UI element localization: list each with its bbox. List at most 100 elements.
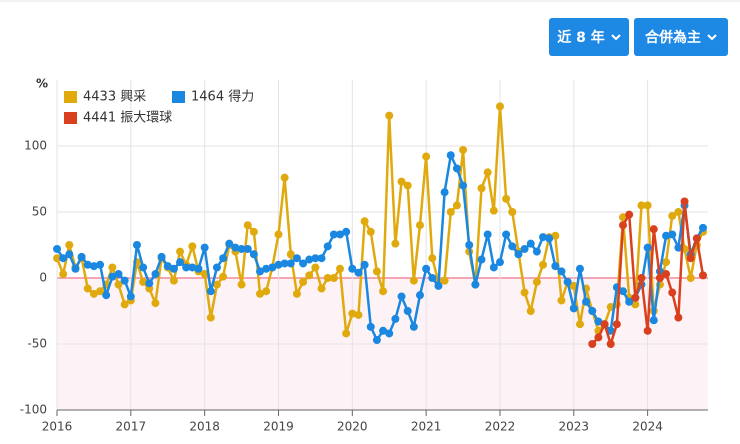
point (132, 241, 141, 249)
point (151, 270, 160, 279)
point (674, 313, 683, 322)
point (305, 271, 314, 280)
point (477, 184, 486, 193)
point (89, 262, 98, 271)
point (299, 277, 308, 286)
point (489, 206, 498, 215)
point (237, 244, 246, 253)
point (415, 291, 424, 300)
point (157, 252, 166, 261)
point (317, 284, 326, 293)
mode-button[interactable]: 合併為主 (634, 18, 728, 56)
point (428, 254, 437, 263)
point (674, 243, 683, 252)
point (452, 164, 461, 173)
point (225, 239, 234, 248)
point (120, 276, 129, 285)
series-line (55, 151, 705, 343)
legend-swatch (64, 112, 77, 124)
point (366, 227, 375, 236)
point (668, 230, 677, 239)
point (422, 152, 431, 161)
x-tick-label: 2018 (189, 420, 220, 434)
point (83, 260, 92, 269)
point (557, 267, 566, 276)
point (532, 277, 541, 286)
point (336, 230, 345, 239)
point (65, 250, 74, 259)
point (668, 288, 677, 297)
y-tick-label: 50 (32, 205, 47, 219)
point (655, 274, 664, 282)
point (286, 250, 295, 259)
point (342, 329, 351, 338)
point (292, 254, 301, 263)
point (329, 230, 338, 239)
point (594, 317, 603, 326)
point (692, 234, 701, 243)
point (139, 263, 148, 272)
chevron (707, 34, 717, 41)
point (428, 274, 437, 282)
point (256, 289, 265, 298)
point (200, 270, 209, 279)
legend-label: 4441 振大環球 (83, 111, 172, 126)
point (108, 272, 117, 281)
point (53, 244, 61, 253)
point (194, 264, 203, 273)
point (280, 259, 289, 268)
point (495, 102, 504, 111)
point (212, 280, 221, 289)
x-tick-label: 2023 (559, 420, 590, 434)
point (502, 194, 511, 203)
point (256, 267, 265, 276)
x-tick-label: 2016 (42, 420, 73, 434)
x-tick-label: 2017 (116, 420, 147, 434)
point (53, 254, 61, 263)
x-tick-label: 2020 (337, 420, 368, 434)
point (459, 181, 468, 190)
point (188, 263, 197, 272)
point (625, 210, 634, 219)
point (317, 254, 326, 263)
range-button[interactable]: 近 8 年 (549, 18, 629, 56)
point (96, 260, 105, 269)
point (631, 300, 640, 309)
point (169, 264, 178, 273)
point (336, 264, 345, 273)
point (637, 201, 646, 210)
point (686, 254, 695, 263)
point (231, 243, 240, 252)
point (532, 247, 541, 256)
point (699, 223, 707, 232)
point (415, 221, 424, 230)
point (397, 292, 406, 301)
point (200, 243, 209, 252)
point (520, 244, 529, 253)
point (262, 264, 271, 273)
point (649, 225, 658, 234)
point (643, 243, 652, 252)
point (526, 239, 535, 248)
point (409, 276, 418, 285)
point (379, 287, 388, 296)
point (65, 241, 74, 249)
point (643, 326, 652, 335)
point (668, 211, 677, 220)
point (348, 264, 357, 273)
point (631, 293, 640, 302)
point (354, 268, 363, 277)
point (606, 326, 615, 335)
point (594, 333, 603, 342)
point (483, 168, 492, 177)
point (397, 177, 406, 186)
point (569, 304, 578, 313)
point (219, 272, 228, 281)
point (176, 258, 185, 267)
point (274, 230, 283, 239)
point (71, 264, 80, 273)
point (311, 263, 320, 272)
point (440, 276, 449, 285)
